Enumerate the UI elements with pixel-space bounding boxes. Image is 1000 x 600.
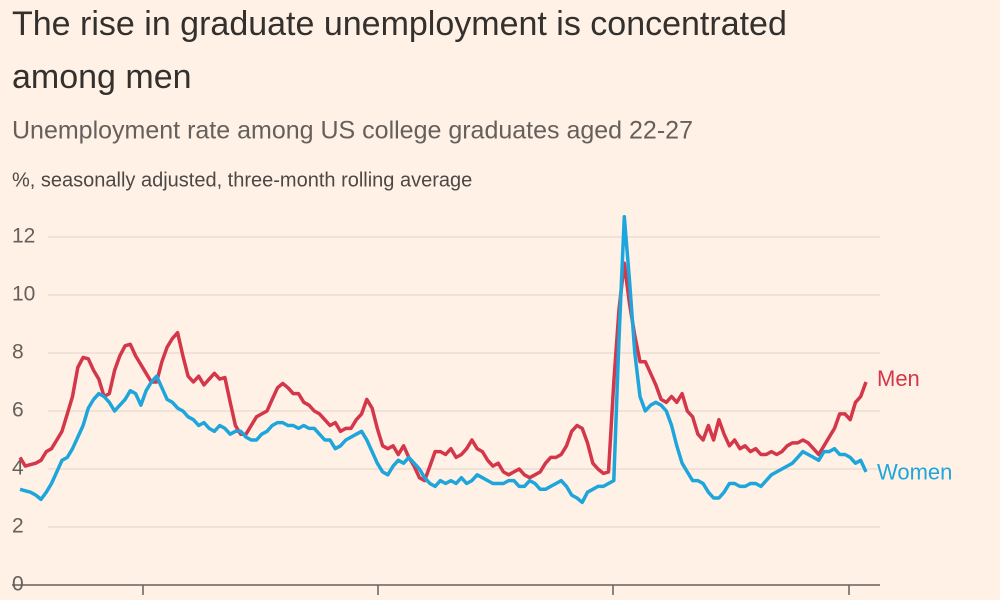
line-men xyxy=(18,261,868,483)
x-tick-marks xyxy=(142,585,850,595)
chart-title: The rise in graduate unemployment is con… xyxy=(12,5,787,96)
y-tick-label: 0 xyxy=(12,573,24,596)
series-label: Men xyxy=(877,366,920,391)
y-tick-label: 2 xyxy=(12,515,24,538)
chart-subtitle: Unemployment rate among US college gradu… xyxy=(12,117,693,145)
y-tick-label: 12 xyxy=(12,225,35,248)
title-line: The rise in graduate unemployment is con… xyxy=(12,5,787,43)
series-label: Women xyxy=(877,460,952,485)
line-women xyxy=(19,214,868,505)
title-line: among men xyxy=(12,58,192,96)
y-axis-label: %, seasonally adjusted, three-month roll… xyxy=(12,169,472,191)
y-tick-label: 10 xyxy=(12,283,35,306)
y-tick-label: 6 xyxy=(12,399,24,422)
y-tick-label: 8 xyxy=(12,341,24,364)
